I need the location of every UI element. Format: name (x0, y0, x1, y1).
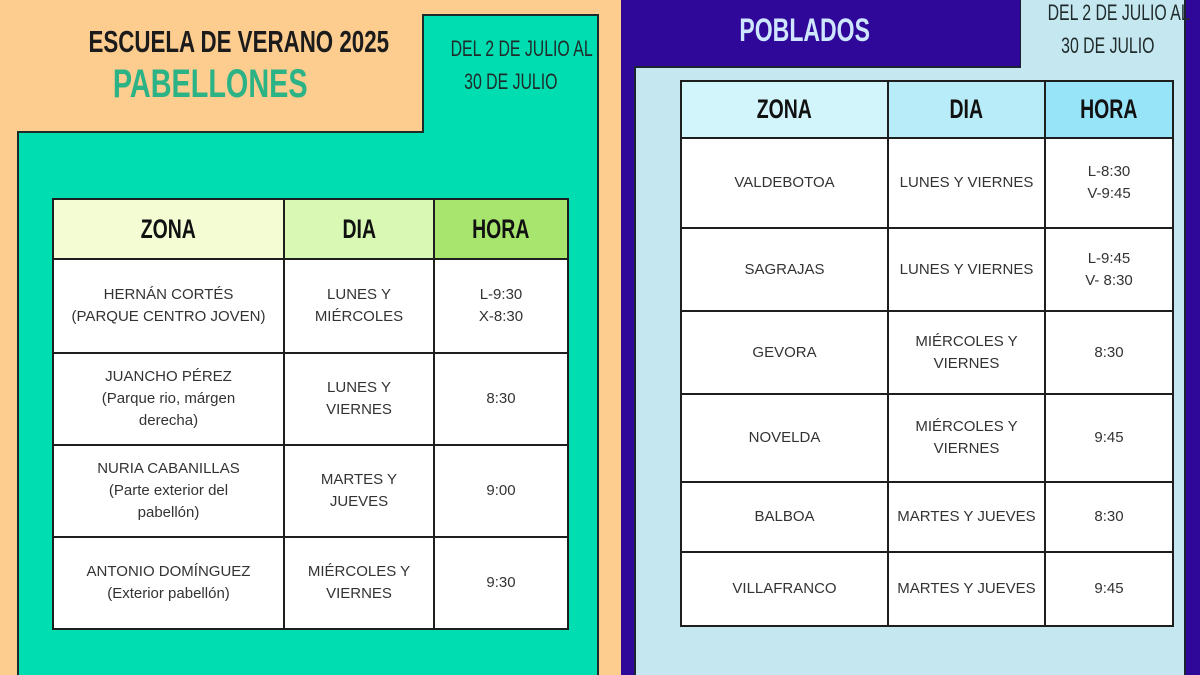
cell-dia: LUNES Y MIÉRCOLES (283, 258, 435, 354)
cell-hora: L-9:45 V- 8:30 (1044, 227, 1174, 312)
cell-zona: JUANCHO PÉREZ (Parque rio, márgen derech… (52, 352, 285, 446)
poblados-date-range: DEL 2 DE JULIO AL 30 DE JULIO (1047, 0, 1190, 58)
column-header-dia: DIA (887, 80, 1046, 139)
cell-dia: MARTES Y JUEVES (887, 481, 1046, 553)
pabellones-schedule-table: ZONA DIA HORA HERNÁN CORTÉS (PARQUE CENT… (52, 198, 569, 630)
cell-hora: 8:30 (1044, 481, 1174, 553)
cell-dia: MARTES Y JUEVES (283, 444, 435, 538)
pabellones-date-range: DEL 2 DE JULIO AL 30 DE JULIO (450, 36, 593, 94)
table-header-row: ZONA DIA HORA (680, 80, 1174, 139)
column-header-zona: ZONA (680, 80, 889, 139)
cell-zona: GEVORA (680, 310, 889, 395)
cell-dia: LUNES Y VIERNES (887, 227, 1046, 312)
column-header-zona: ZONA (52, 198, 285, 260)
cell-hora: L-9:30 X-8:30 (433, 258, 569, 354)
cell-dia: MARTES Y JUEVES (887, 551, 1046, 627)
cell-dia: MIÉRCOLES Y VIERNES (887, 393, 1046, 483)
table-row: VILLAFRANCO MARTES Y JUEVES 9:45 (680, 551, 1174, 627)
cell-hora: 9:45 (1044, 393, 1174, 483)
cell-hora: L-8:30 V-9:45 (1044, 137, 1174, 229)
table-row: SAGRAJAS LUNES Y VIERNES L-9:45 V- 8:30 (680, 227, 1174, 312)
table-row: GEVORA MIÉRCOLES Y VIERNES 8:30 (680, 310, 1174, 395)
cell-zona: BALBOA (680, 481, 889, 553)
table-row: NOVELDA MIÉRCOLES Y VIERNES 9:45 (680, 393, 1174, 483)
cell-hora: 8:30 (1044, 310, 1174, 395)
table-row: ANTONIO DOMÍNGUEZ (Exterior pabellón) MI… (52, 536, 569, 630)
poblados-title: POBLADOS (739, 12, 871, 48)
table-row: BALBOA MARTES Y JUEVES 8:30 (680, 481, 1174, 553)
table-header-row: ZONA DIA HORA (52, 198, 569, 260)
cell-dia: MIÉRCOLES Y VIERNES (283, 536, 435, 630)
cell-zona: SAGRAJAS (680, 227, 889, 312)
cell-zona: NURIA CABANILLAS (Parte exterior del pab… (52, 444, 285, 538)
column-header-hora: HORA (433, 198, 569, 260)
table-row: JUANCHO PÉREZ (Parque rio, márgen derech… (52, 352, 569, 446)
cell-dia: LUNES Y VIERNES (283, 352, 435, 446)
pabellones-title: PABELLONES (112, 62, 308, 106)
cell-zona: VILLAFRANCO (680, 551, 889, 627)
cell-dia: MIÉRCOLES Y VIERNES (887, 310, 1046, 395)
cell-zona: ANTONIO DOMÍNGUEZ (Exterior pabellón) (52, 536, 285, 630)
poblados-schedule-table: ZONA DIA HORA VALDEBOTOA LUNES Y VIERNES… (680, 80, 1174, 627)
column-header-dia: DIA (283, 198, 435, 260)
cell-hora: 9:30 (433, 536, 569, 630)
table-row: NURIA CABANILLAS (Parte exterior del pab… (52, 444, 569, 538)
cell-hora: 9:45 (1044, 551, 1174, 627)
cell-hora: 8:30 (433, 352, 569, 446)
table-row: VALDEBOTOA LUNES Y VIERNES L-8:30 V-9:45 (680, 137, 1174, 229)
poblados-header-box (635, 0, 1020, 66)
cell-zona: VALDEBOTOA (680, 137, 889, 229)
school-title: ESCUELA DE VERANO 2025 (88, 24, 390, 59)
cell-dia: LUNES Y VIERNES (887, 137, 1046, 229)
cell-zona: HERNÁN CORTÉS (PARQUE CENTRO JOVEN) (52, 258, 285, 354)
cell-hora: 9:00 (433, 444, 569, 538)
cell-zona: NOVELDA (680, 393, 889, 483)
column-header-hora: HORA (1044, 80, 1174, 139)
table-row: HERNÁN CORTÉS (PARQUE CENTRO JOVEN) LUNE… (52, 258, 569, 354)
